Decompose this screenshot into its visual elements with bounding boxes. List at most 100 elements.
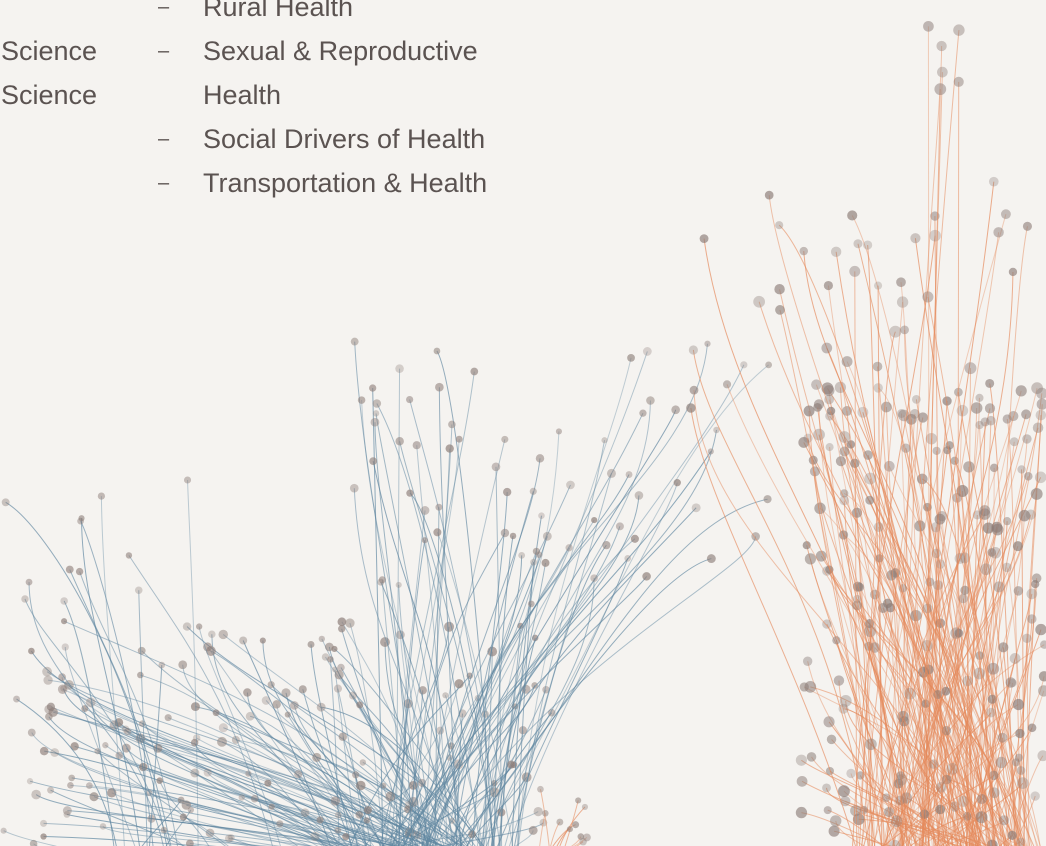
branch (28, 582, 164, 846)
node (60, 685, 67, 692)
node (85, 782, 93, 790)
node (27, 728, 36, 737)
node (137, 671, 144, 679)
node (359, 759, 367, 766)
branch (941, 527, 998, 846)
branch (426, 409, 677, 846)
node (203, 768, 212, 777)
left-item[interactable]: Science (0, 36, 97, 66)
node (1015, 728, 1025, 739)
node (137, 646, 146, 655)
node (1022, 434, 1032, 444)
branch (954, 806, 1020, 846)
branch (1008, 755, 1044, 846)
branch (319, 819, 417, 846)
branch (924, 388, 1038, 846)
node (821, 342, 833, 354)
node (1035, 623, 1046, 636)
branch (440, 822, 544, 846)
branch (808, 410, 876, 846)
node (436, 726, 445, 735)
node (795, 806, 808, 819)
node (973, 667, 986, 680)
branch (940, 622, 1039, 846)
node (799, 246, 808, 256)
topic-item[interactable]: Sexual & Reproductive Health (158, 29, 548, 117)
branch (342, 736, 372, 846)
node (849, 265, 861, 277)
node (531, 682, 538, 689)
node (1015, 385, 1027, 397)
branch (1010, 841, 1021, 846)
node (1016, 766, 1026, 775)
node (70, 742, 79, 751)
branch (883, 775, 995, 846)
node (802, 541, 811, 550)
branch (195, 706, 368, 846)
node (822, 619, 832, 629)
node (42, 666, 52, 677)
node (125, 552, 133, 559)
branch (979, 420, 992, 846)
node (823, 806, 832, 815)
node (930, 522, 941, 533)
node (764, 190, 774, 200)
topic-item[interactable]: Social Drivers of Health (158, 117, 548, 161)
node (1002, 517, 1012, 526)
branch (395, 368, 401, 846)
node (865, 495, 875, 505)
branch (125, 728, 421, 846)
node (937, 66, 948, 78)
branch (421, 519, 595, 846)
node (825, 411, 835, 421)
node (864, 625, 877, 638)
branch (829, 447, 870, 846)
node (158, 661, 166, 669)
node (982, 522, 994, 534)
node (853, 239, 863, 249)
node (671, 405, 680, 415)
node (987, 548, 996, 557)
node (824, 394, 835, 405)
node (936, 40, 947, 52)
node (1025, 509, 1036, 520)
branch (100, 496, 125, 846)
node (239, 636, 248, 645)
node (78, 515, 85, 522)
branch (877, 366, 904, 846)
branch (844, 451, 1006, 846)
branch (928, 390, 1022, 846)
node (218, 723, 228, 733)
node (395, 364, 404, 373)
node (48, 707, 58, 717)
node (1030, 488, 1043, 500)
branch (304, 812, 394, 846)
topic-item[interactable]: Rural Health (158, 0, 548, 29)
node (1009, 653, 1021, 664)
branch (459, 558, 712, 846)
branch (406, 532, 506, 846)
branch (80, 520, 154, 846)
node (811, 379, 822, 390)
node (847, 210, 858, 221)
node (838, 431, 851, 443)
branch (450, 745, 462, 846)
node (532, 547, 540, 555)
branch (436, 532, 514, 846)
topic-item[interactable]: Transportation & Health (158, 161, 548, 205)
branch (885, 450, 948, 846)
branch (423, 364, 745, 846)
node (975, 811, 988, 824)
node (542, 531, 552, 541)
node (181, 800, 191, 810)
branch (403, 495, 640, 846)
node (491, 462, 501, 472)
node (139, 720, 146, 727)
branch (421, 439, 506, 846)
node (798, 437, 810, 448)
node (883, 806, 894, 817)
node (1040, 640, 1046, 649)
branch (914, 529, 999, 846)
left-item[interactable]: Science (0, 80, 97, 110)
branch (885, 732, 1021, 846)
